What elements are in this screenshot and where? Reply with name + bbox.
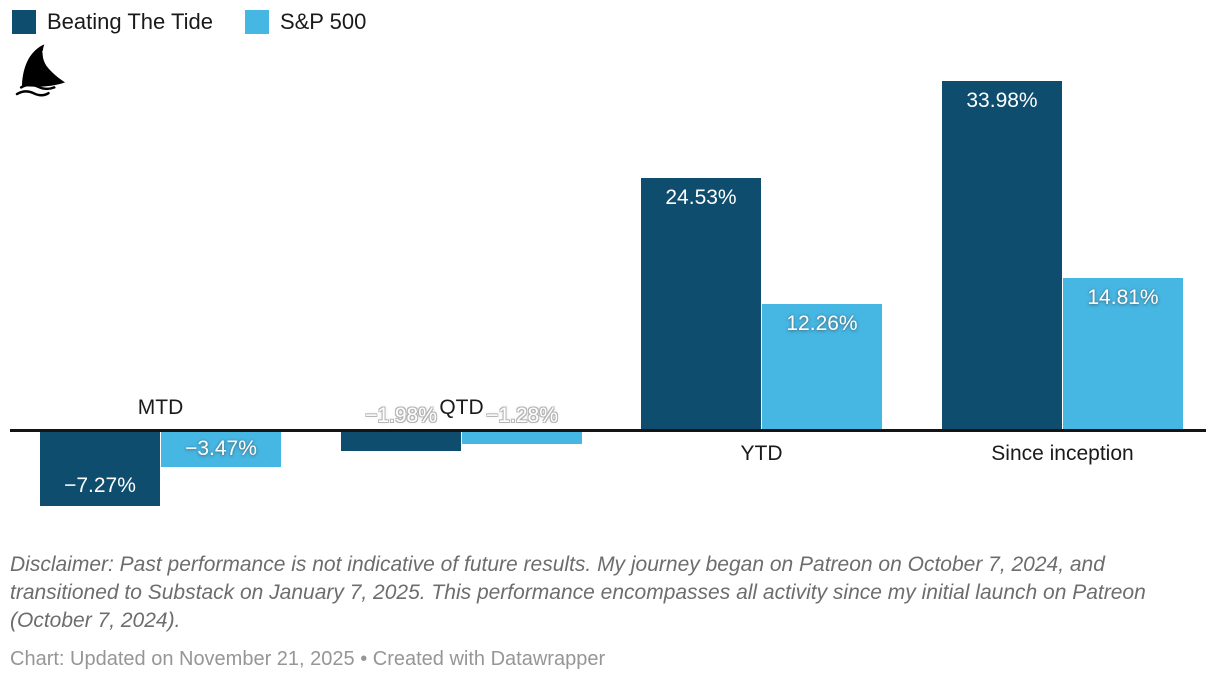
legend-item: S&P 500 (244, 9, 367, 35)
category-label-mtd: MTD (137, 396, 184, 419)
legend-swatch (244, 10, 269, 34)
value-label: −3.47% (185, 437, 257, 460)
bar-mtd-benchmark (161, 431, 281, 467)
bar-mtd-primary (40, 431, 160, 506)
chart-credit-text: Chart: Updated on November 21, 2025 • Cr… (10, 648, 606, 670)
x-axis-baseline (10, 429, 1206, 432)
value-label: −1.98% (365, 404, 437, 427)
legend-item: Beating The Tide (12, 9, 213, 35)
shark-fin-logo (15, 44, 66, 97)
bar-qtd-primary (341, 431, 461, 451)
disclaimer-text: Disclaimer: Past performance is not indi… (10, 553, 1146, 632)
legend-item-label: S&P 500 (279, 9, 367, 34)
value-label: 12.26% (786, 312, 858, 335)
legend: Beating The Tide S&P 500 (12, 9, 398, 35)
value-label: 24.53% (665, 186, 737, 209)
shark-fin-icon (21, 44, 66, 87)
wave-line-icon (19, 83, 56, 91)
value-label: 33.98% (966, 89, 1038, 112)
value-label: −1.28% (486, 404, 558, 427)
wave-line-icon (15, 90, 50, 97)
bar-ytd-benchmark (762, 304, 882, 430)
value-label: −7.27% (64, 474, 136, 497)
legend-item-label: Beating The Tide (47, 9, 213, 34)
category-label-qtd: QTD (439, 396, 484, 419)
bar-since-inception-benchmark (1063, 278, 1183, 430)
bar-ytd-primary (641, 178, 761, 430)
category-label-since-inception: Since inception (991, 442, 1134, 465)
category-label-ytd: YTD (740, 442, 783, 465)
legend-swatch (12, 10, 36, 34)
bar-qtd-benchmark (462, 431, 582, 444)
value-label: 14.81% (1087, 286, 1159, 309)
bar-since-inception-primary (942, 81, 1062, 430)
